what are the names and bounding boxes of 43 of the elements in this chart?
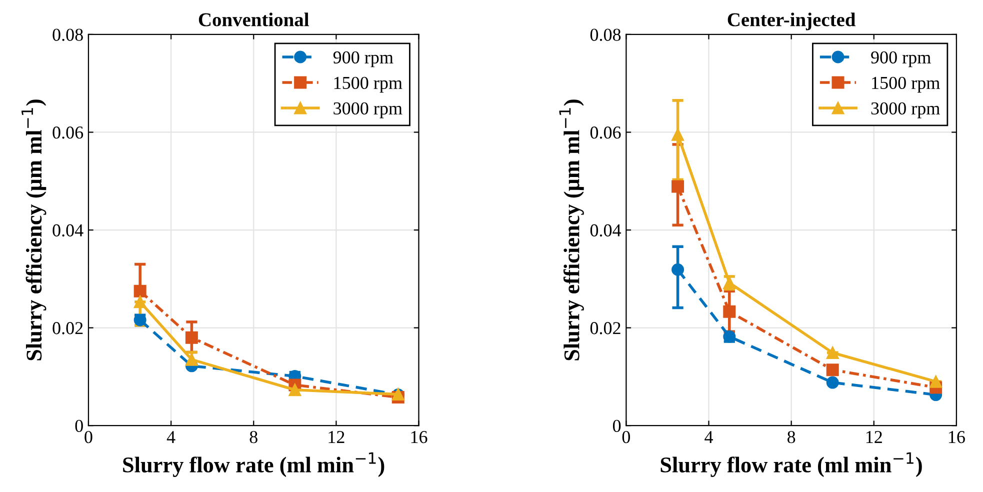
x-axis-title: Slurry flow rate (ml min$^{−1}$) <box>660 452 922 478</box>
x-tick-label: 8 <box>787 430 796 444</box>
legend-label: 1500 rpm <box>872 76 940 93</box>
point <box>826 376 839 389</box>
y-tick-label: 0.06 <box>590 126 621 139</box>
x-tick-label: 4 <box>166 431 176 443</box>
point <box>930 375 942 388</box>
chart-title: Conventional <box>198 12 309 26</box>
legend-label: 900 rpm <box>871 51 931 68</box>
legend-label: 900 rpm <box>333 51 394 68</box>
point <box>185 331 198 344</box>
point <box>672 263 684 276</box>
point <box>826 346 839 359</box>
point <box>288 384 302 396</box>
y-tick-label: 0.02 <box>52 322 83 334</box>
legend-label: 3000 rpm <box>334 102 402 118</box>
point <box>672 180 684 193</box>
y-tick-label: 0.04 <box>52 224 84 237</box>
x-tick-label: 8 <box>250 430 258 444</box>
legend-label: 3000 rpm <box>871 102 940 118</box>
y-tick-label: 0 <box>612 420 621 432</box>
point <box>134 284 146 298</box>
y-axis-title: Slurry efficiency (μm ml$^{−1}$) <box>22 100 46 360</box>
x-tick-label: 16 <box>411 431 428 444</box>
x-tick-label: 0 <box>84 430 92 444</box>
point <box>826 364 839 376</box>
y-tick-label: 0.02 <box>590 322 620 334</box>
y-axis-title: Slurry efficiency (μm ml$^{−1}$) <box>559 100 584 360</box>
x-tick-label: 12 <box>328 431 344 443</box>
point <box>723 305 736 318</box>
x-axis-title: Slurry flow rate (ml min$^{−1}$) <box>123 452 384 478</box>
x-tick-label: 4 <box>704 431 713 443</box>
point <box>134 296 146 308</box>
chart-title: Center-injected <box>728 12 856 30</box>
x-tick-label: 12 <box>866 431 882 443</box>
legend-label: 1500 rpm <box>334 76 402 93</box>
y-tick-label: 0 <box>75 420 83 432</box>
y-tick-label: 0.08 <box>590 28 621 41</box>
x-tick-label: 16 <box>949 431 965 444</box>
y-tick-label: 0.06 <box>52 126 84 139</box>
y-tick-label: 0.04 <box>590 224 622 237</box>
x-tick-label: 0 <box>622 430 630 444</box>
y-tick-label: 0.08 <box>52 28 83 41</box>
